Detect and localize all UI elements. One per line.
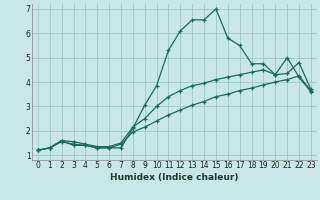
X-axis label: Humidex (Indice chaleur): Humidex (Indice chaleur) (110, 173, 239, 182)
